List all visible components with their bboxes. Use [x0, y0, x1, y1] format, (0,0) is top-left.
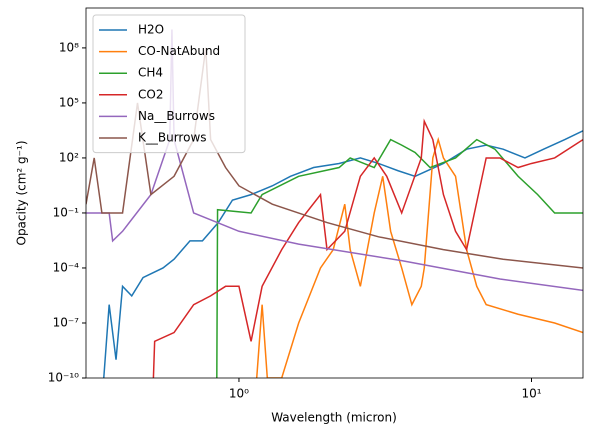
legend-label: H2O [138, 23, 164, 37]
x-axis-label: Wavelength (micron) [271, 411, 397, 425]
legend-label: CO-NatAbund [138, 44, 220, 58]
plot-frame [85, 7, 584, 379]
series-line [216, 138, 583, 378]
y-tick-label: 10⁵ [59, 95, 79, 109]
y-tick-label: 10⁻⁷ [53, 315, 80, 329]
y-tick-label: 10² [59, 150, 79, 164]
x-tick-label: 10¹ [521, 387, 541, 401]
y-axis-label: Opacity (cm² g⁻¹) [15, 140, 29, 245]
legend-label: CH4 [138, 66, 163, 80]
y-tick-label: 10⁻¹⁰ [48, 371, 79, 385]
y-tick-label: 10⁻¹ [53, 205, 80, 219]
x-tick-label: 10⁰ [229, 387, 249, 401]
series-line [103, 130, 583, 378]
series-line [152, 118, 583, 378]
y-tick-label: 10⁸ [59, 40, 79, 54]
legend-label: K__Burrows [138, 131, 207, 145]
legend-label: CO2 [138, 87, 163, 101]
y-tick-label: 10⁻⁴ [53, 260, 80, 274]
legend-box [92, 14, 246, 154]
legend-label: Na__Burrows [138, 109, 215, 123]
